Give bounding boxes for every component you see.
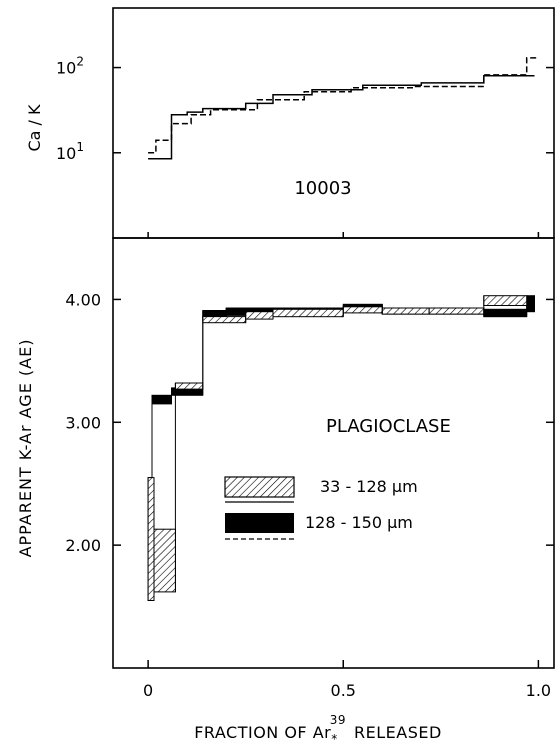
top-series-group — [148, 57, 537, 160]
legend-swatch-hatched — [224, 476, 295, 498]
top-y-axis-label: Ca / K — [25, 104, 44, 152]
bottom-panel-frame — [112, 237, 555, 669]
age-step-hatched — [245, 311, 274, 320]
top-annotation: 10003 — [294, 178, 351, 199]
bottom-y-tick-label: 2.00 — [65, 536, 101, 555]
age-step-black — [526, 295, 536, 313]
age-step-hatched — [202, 316, 247, 324]
bottom-series-group — [147, 295, 536, 602]
bottom-x-tick-label: 0.5 — [331, 681, 356, 700]
age-step-black — [483, 308, 528, 318]
x-axis-label-end: RELEASED — [354, 723, 442, 742]
top-series-dashed-line — [148, 57, 537, 154]
x-axis-label-main: FRACTION OF Ar — [194, 723, 331, 742]
x-axis-label-sub: * — [331, 732, 338, 746]
top-y-ticks: 101 102 — [56, 55, 554, 238]
x-axis-label-sup: 39 — [330, 713, 346, 727]
age-step-hatched — [428, 307, 485, 315]
legend-label-2: 128 - 150 μm — [305, 513, 413, 532]
age-step-hatched — [272, 308, 344, 318]
bottom-ticks: 2.00 3.00 4.00 0 0.5 1.0 — [65, 290, 554, 700]
age-step-hatched — [153, 528, 176, 593]
top-y-tick-label: 102 — [56, 55, 84, 78]
age-step-hatched — [147, 477, 155, 602]
bottom-x-tick-label: 0 — [143, 681, 153, 700]
bottom-annotation: PLAGIOCLASE — [326, 416, 451, 437]
legend: 33 - 128 μm 128 - 150 μm — [224, 476, 418, 540]
legend-label-1: 33 - 128 μm — [320, 477, 418, 496]
age-step-hatched — [342, 306, 383, 314]
x-axis-label: FRACTION OF Ar* 39 RELEASED — [194, 713, 442, 746]
age-step-hatched — [381, 307, 430, 315]
age-step-black — [151, 394, 172, 405]
age-step-hatched — [483, 295, 528, 307]
top-panel-frame — [112, 7, 555, 239]
bottom-x-tick-label: 1.0 — [526, 681, 551, 700]
bottom-y-tick-label: 4.00 — [65, 290, 101, 309]
age-step-hatched — [174, 382, 204, 390]
bottom-y-tick-label: 3.00 — [65, 413, 101, 432]
bottom-y-axis-label: APPARENT K-Ar AGE (AE) — [16, 339, 35, 558]
legend-swatch-black — [225, 513, 294, 533]
top-y-tick-label: 101 — [56, 140, 84, 163]
top-series-solid-line — [148, 75, 535, 160]
